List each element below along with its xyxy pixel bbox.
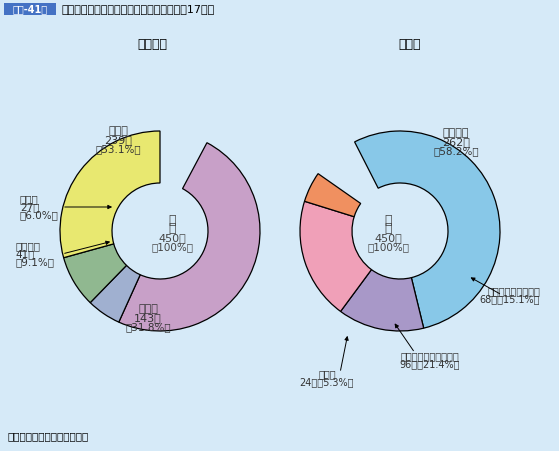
Wedge shape (340, 270, 424, 331)
Text: その他: その他 (318, 369, 336, 379)
Text: 二輪車: 二輪車 (20, 194, 39, 204)
Text: （53.1%）: （53.1%） (95, 144, 141, 154)
Wedge shape (64, 244, 126, 303)
Text: （100%）: （100%） (367, 242, 409, 252)
Text: 27件: 27件 (20, 202, 40, 212)
Text: 41件: 41件 (15, 249, 35, 259)
Text: 注　国土交通省資料による。: 注 国土交通省資料による。 (8, 431, 89, 441)
Text: 合: 合 (168, 215, 176, 227)
Text: 自転車等: 自転車等 (15, 241, 40, 251)
Text: 合: 合 (384, 215, 392, 227)
Text: （100%）: （100%） (151, 242, 193, 252)
Text: （58.2%）: （58.2%） (433, 146, 479, 156)
Wedge shape (354, 131, 500, 328)
Wedge shape (60, 131, 160, 258)
Bar (4, 3, 56, 15)
Text: 450件: 450件 (158, 233, 186, 243)
Text: 24件（5.3%）: 24件（5.3%） (300, 377, 354, 387)
Text: 96件（21.4%）: 96件（21.4%） (400, 359, 460, 369)
Text: （31.8%）: （31.8%） (125, 322, 171, 332)
Wedge shape (119, 143, 260, 331)
Text: 直前横断: 直前横断 (443, 128, 469, 138)
Text: 262件: 262件 (442, 137, 470, 147)
Wedge shape (300, 201, 372, 312)
Text: 143件: 143件 (134, 313, 162, 323)
Text: 側面衝撃・限界支障: 側面衝撃・限界支障 (487, 286, 540, 296)
Text: 落輪・停滞・エンスト: 落輪・停滞・エンスト (401, 351, 459, 361)
Wedge shape (90, 265, 140, 322)
Text: 239件: 239件 (104, 135, 132, 145)
Text: 衝撃物別: 衝撃物別 (137, 37, 167, 51)
Wedge shape (305, 174, 361, 217)
Text: 450件: 450件 (374, 233, 402, 243)
Text: 歩行者: 歩行者 (138, 304, 158, 314)
Text: 計: 計 (168, 222, 176, 235)
Text: 原因別・衝撃物別踏切事故発生件数（平成17年）: 原因別・衝撃物別踏切事故発生件数（平成17年） (62, 4, 215, 14)
Text: 第１-41図: 第１-41図 (12, 4, 48, 14)
Text: （9.1%）: （9.1%） (15, 257, 54, 267)
Text: 自動車: 自動車 (108, 126, 128, 136)
Text: 68件（15.1%）: 68件（15.1%） (480, 294, 540, 304)
Text: 原因別: 原因別 (399, 37, 421, 51)
Text: （6.0%）: （6.0%） (20, 210, 59, 220)
Text: 計: 計 (384, 222, 392, 235)
